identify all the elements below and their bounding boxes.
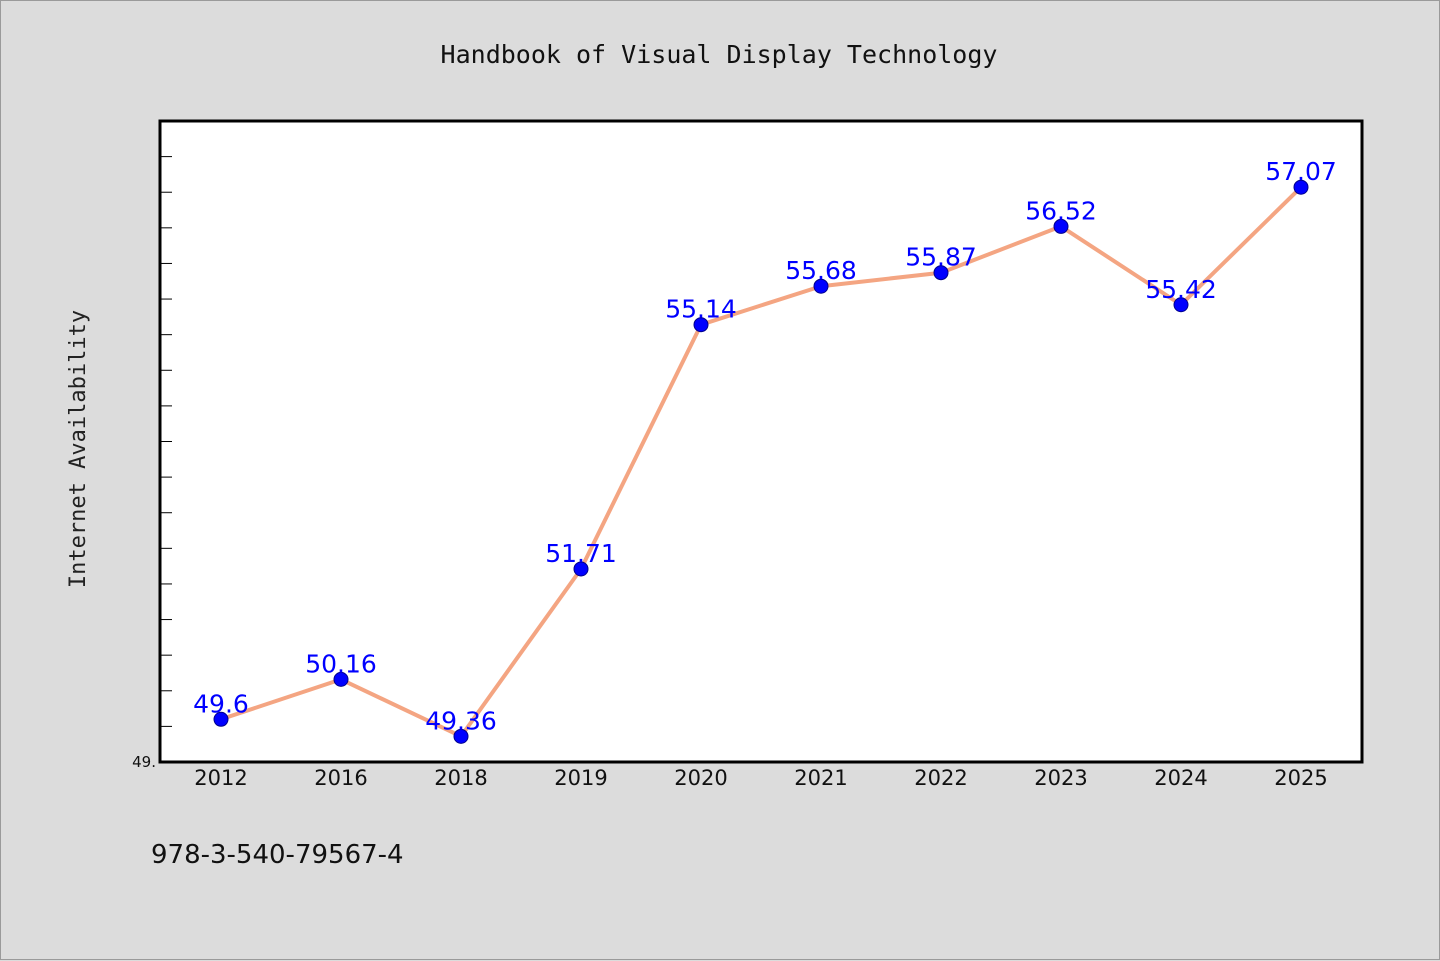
x-tick-label: 2012: [194, 766, 247, 790]
data-label: 49.6: [193, 689, 249, 718]
x-axis-tick-labels: 2012 2016 2018 2019 2020 2021 2022 2023 2024 2025: [194, 766, 1327, 790]
data-label: 57.07: [1265, 157, 1337, 186]
y-axis-ticks: 49.: [132, 120, 172, 771]
x-tick-label: 2016: [314, 766, 367, 790]
data-point-marker: [333, 671, 349, 687]
data-label: 55.68: [785, 256, 857, 285]
data-point-marker: [573, 561, 589, 577]
data-label: 56.52: [1025, 196, 1097, 225]
y-axis-label: Internet Availability: [66, 310, 91, 588]
x-tick-label: 2025: [1274, 766, 1327, 790]
data-point-marker: [813, 278, 829, 294]
data-point-marker: [1293, 179, 1309, 195]
chart-title: Handbook of Visual Display Technology: [441, 40, 998, 69]
y-tick-label: 49.: [132, 753, 156, 771]
data-label: 51.71: [545, 539, 617, 568]
x-tick-label: 2018: [434, 766, 487, 790]
data-point-marker: [1173, 297, 1189, 313]
x-tick-label: 2021: [794, 766, 847, 790]
data-label: 55.87: [905, 243, 977, 272]
data-label: 49.36: [425, 706, 497, 735]
data-label: 55.42: [1145, 275, 1217, 304]
data-label: 55.14: [665, 295, 737, 324]
data-point-marker: [933, 265, 949, 281]
x-tick-label: 2023: [1034, 766, 1087, 790]
data-point-marker: [693, 317, 709, 333]
data-point-marker: [213, 711, 229, 727]
series-line: [220, 185, 1303, 739]
data-series: [213, 179, 1309, 744]
data-point-marker: [1053, 218, 1069, 234]
plot-area: [158, 119, 1364, 764]
x-tick-label: 2019: [554, 766, 607, 790]
data-point-marker: [453, 728, 469, 744]
data-labels: 49.6 50.16 49.36 51.71 55.14 55.68 55.87 56.52 5…: [193, 157, 1337, 735]
x-tick-label: 2022: [914, 766, 967, 790]
isbn-footer: 978-3-540-79567-4: [151, 840, 404, 870]
data-label: 50.16: [305, 649, 377, 678]
x-tick-label: 2020: [674, 766, 727, 790]
x-tick-label: 2024: [1154, 766, 1207, 790]
